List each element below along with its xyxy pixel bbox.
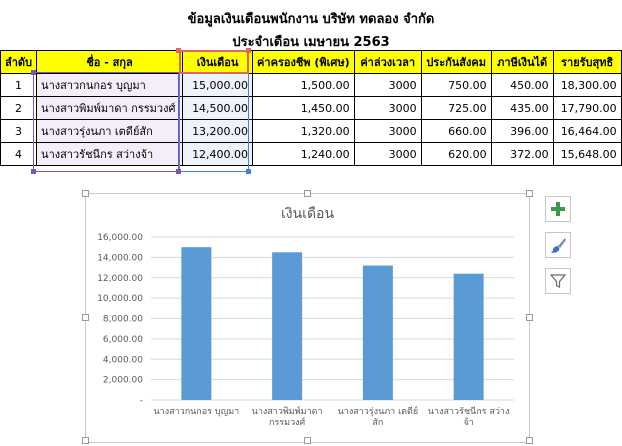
range-handle[interactable] (246, 169, 251, 174)
chart-resize-handle[interactable] (304, 190, 311, 197)
cell-net-income[interactable]: 18,300.00 (552, 73, 622, 97)
header-cell-index[interactable]: ลำดับ (0, 50, 38, 74)
y-tick-label: 6,000.00 (103, 335, 143, 345)
y-tick-label: 8,000.00 (103, 315, 143, 325)
header-row: ลำดับ ชื่อ - สกุล เงินเดือน ค่าครองชีพ (… (0, 50, 622, 74)
cell-cost-of-living[interactable]: 1,320.00 (252, 119, 355, 143)
cell-index[interactable]: 1 (0, 73, 38, 97)
range-handle[interactable] (176, 48, 181, 53)
header-cell-income-tax[interactable]: ภาษีเงินได้ (490, 50, 554, 74)
chart-resize-handle[interactable] (304, 437, 311, 444)
x-tick-label: นางสาวพิมพ์มาดากรรมวงศ์ (252, 405, 323, 428)
salary-bar-chart: - 2,000.00 4,000.00 6,000.00 8,000.00 10,000.… (97, 206, 514, 428)
cell-social-security[interactable]: 750.00 (420, 73, 492, 97)
header-cell-social-security[interactable]: ประกันสังคม (420, 50, 492, 74)
cell-income-tax[interactable]: 435.00 (490, 96, 554, 120)
y-tick-label: 12,000.00 (97, 274, 143, 284)
sheet-subtitle: ประจำเดือน เมษายน 2563 (232, 35, 390, 50)
header-cell-salary[interactable]: เงินเดือน (182, 50, 254, 74)
bar[interactable] (181, 247, 212, 400)
sheet-title: ข้อมูลเงินเดือนพนักงาน บริษัท ทดลอง จำกั… (187, 12, 435, 27)
chart-resize-handle[interactable] (82, 190, 89, 197)
plus-icon (551, 202, 565, 216)
cell-salary[interactable]: 12,400.00 (182, 142, 254, 166)
cell-net-income[interactable]: 17,790.00 (552, 96, 622, 120)
table-row: 4 นางสาวรัชนีกร สว่างจ้า 12,400.00 1,240… (0, 142, 622, 166)
header-cell-overtime[interactable]: ค่าล่วงเวลา (353, 50, 422, 74)
range-handle[interactable] (246, 48, 251, 53)
chart-container[interactable]: - 2,000.00 4,000.00 6,000.00 8,000.00 10,000.… (85, 193, 530, 443)
x-tick-label: นางสาวกนกอร บุญมา (154, 407, 240, 417)
chart-styles-button[interactable] (545, 232, 571, 258)
y-tick-label: 2,000.00 (103, 376, 143, 386)
header-cell-name[interactable]: ชื่อ - สกุล (36, 50, 184, 74)
cell-name[interactable]: นางสาวรัชนีกร สว่างจ้า (36, 142, 184, 166)
y-tick-label: 10,000.00 (97, 294, 143, 304)
salary-table: ลำดับ ชื่อ - สกุล เงินเดือน ค่าครองชีพ (… (0, 50, 622, 166)
cell-salary[interactable]: 15,000.00 (182, 73, 254, 97)
brush-icon (550, 238, 566, 253)
cell-name[interactable]: นางสาวพิมพ์มาดา กรรมวงศ์ (36, 96, 184, 120)
cell-index[interactable]: 4 (0, 142, 38, 166)
table-row: 1 นางสาวกนกอร บุญมา 15,000.00 1,500.00 3… (0, 73, 622, 97)
bar[interactable] (362, 265, 393, 400)
cell-income-tax[interactable]: 450.00 (490, 73, 554, 97)
cell-overtime[interactable]: 3000 (353, 73, 422, 97)
cell-cost-of-living[interactable]: 1,240.00 (252, 142, 355, 166)
bar[interactable] (272, 252, 303, 400)
x-tick-label: นางสาวรัชนีกร สว่างจ้า (428, 406, 509, 428)
y-tick-label: 16,000.00 (97, 233, 143, 243)
cell-index[interactable]: 3 (0, 119, 38, 143)
y-tick-label: - (140, 396, 143, 406)
cell-salary[interactable]: 13,200.00 (182, 119, 254, 143)
cell-social-security[interactable]: 660.00 (420, 119, 492, 143)
cell-income-tax[interactable]: 372.00 (490, 142, 554, 166)
cell-overtime[interactable]: 3000 (353, 119, 422, 143)
cell-net-income[interactable]: 15,648.00 (552, 142, 622, 166)
header-cell-net-income[interactable]: รายรับสุทธิ (552, 50, 622, 74)
chart-resize-handle[interactable] (526, 190, 533, 197)
bar[interactable] (453, 273, 484, 400)
table-row: 3 นางสาวรุ่งนภา เตดีย์สัก 13,200.00 1,32… (0, 119, 622, 143)
cell-salary[interactable]: 14,500.00 (182, 96, 254, 120)
chart-filter-button[interactable] (545, 268, 571, 294)
chart-resize-handle[interactable] (526, 437, 533, 444)
x-tick-label: นางสาวรุ่งนภา เตดีย์สัก (338, 405, 418, 428)
range-handle[interactable] (31, 169, 36, 174)
cell-overtime[interactable]: 3000 (353, 96, 422, 120)
cell-index[interactable]: 2 (0, 96, 38, 120)
cell-cost-of-living[interactable]: 1,500.00 (252, 73, 355, 97)
chart-title[interactable]: เงินเดือน (281, 206, 334, 222)
y-tick-label: 14,000.00 (97, 253, 143, 263)
range-handle[interactable] (176, 169, 181, 174)
chart-resize-handle[interactable] (526, 314, 533, 321)
chart-resize-handle[interactable] (82, 437, 89, 444)
cell-social-security[interactable]: 725.00 (420, 96, 492, 120)
cell-name[interactable]: นางสาวรุ่งนภา เตดีย์สัก (36, 119, 184, 143)
y-tick-label: 4,000.00 (103, 355, 143, 365)
cell-name[interactable]: นางสาวกนกอร บุญมา (36, 73, 184, 97)
cell-net-income[interactable]: 16,464.00 (552, 119, 622, 143)
cell-cost-of-living[interactable]: 1,450.00 (252, 96, 355, 120)
cell-overtime[interactable]: 3000 (353, 142, 422, 166)
cell-social-security[interactable]: 620.00 (420, 142, 492, 166)
cell-income-tax[interactable]: 396.00 (490, 119, 554, 143)
range-handle[interactable] (31, 70, 36, 75)
chart-resize-handle[interactable] (82, 314, 89, 321)
header-cell-cost-of-living[interactable]: ค่าครองชีพ (พิเศษ) (252, 50, 355, 74)
chart-elements-button[interactable] (545, 196, 571, 222)
table-row: 2 นางสาวพิมพ์มาดา กรรมวงศ์ 14,500.00 1,4… (0, 96, 622, 120)
filter-icon (550, 274, 566, 288)
